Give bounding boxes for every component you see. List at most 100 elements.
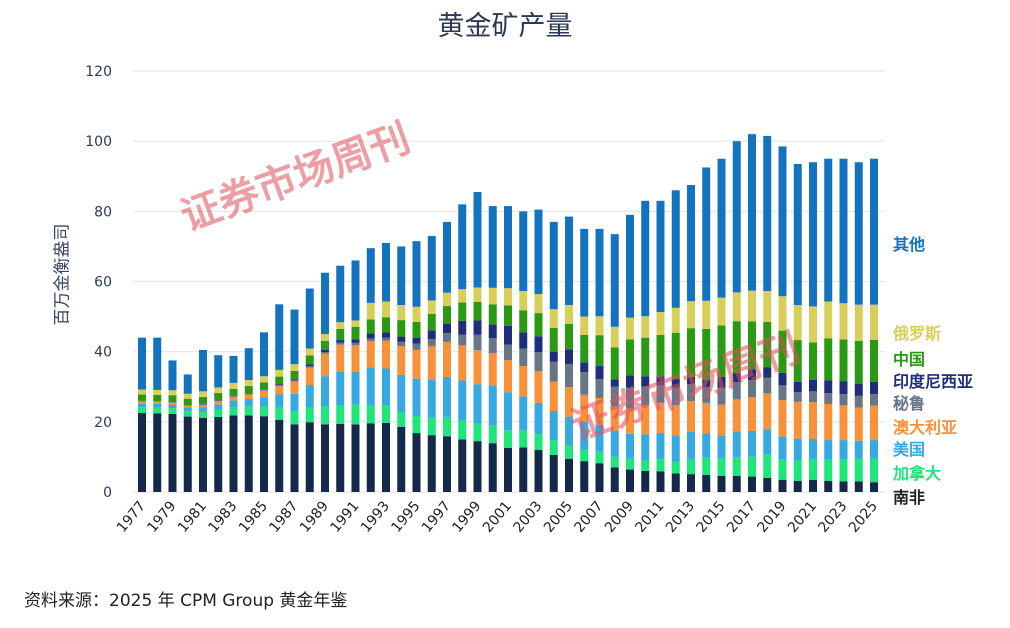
x-tick-label: 2017 — [724, 498, 759, 536]
bar-segment — [443, 306, 451, 324]
x-tick-label: 1993 — [358, 498, 393, 536]
bar-segment — [138, 401, 146, 404]
bar-segment — [244, 415, 253, 492]
bar-segment — [748, 380, 756, 398]
bar-segment — [595, 228, 604, 317]
bar-segment — [473, 320, 482, 335]
bar-segment — [321, 406, 329, 425]
bar-segment — [443, 416, 451, 437]
bar-segment — [549, 381, 558, 411]
bar-segment — [473, 301, 482, 321]
bar-segment — [458, 320, 467, 335]
bar-segment — [565, 445, 573, 459]
bar-segment — [809, 479, 817, 492]
bar-segment — [488, 353, 497, 387]
bar-segment — [793, 480, 802, 492]
bar-segment — [580, 394, 589, 422]
bar-segment — [351, 260, 360, 321]
bar-segment — [229, 400, 238, 408]
source-note: 资料来源：2025 年 CPM Group 黄金年鉴 — [24, 591, 348, 611]
bar-segment — [412, 378, 421, 416]
bar-segment — [702, 328, 711, 381]
bar-segment — [717, 387, 726, 405]
bar-segment — [229, 415, 238, 492]
legend-item: 南非 — [893, 488, 926, 507]
bar-segment — [580, 461, 589, 492]
bar-segment — [199, 396, 207, 404]
bar-segment — [854, 395, 863, 408]
bar-segment — [656, 459, 665, 472]
bar-segment — [488, 304, 497, 325]
bar-segment — [763, 135, 772, 291]
bar-segment — [610, 386, 619, 407]
bar-segment — [366, 338, 375, 342]
bar-segment — [748, 134, 756, 291]
bar-segment — [793, 340, 802, 382]
bar-segment — [687, 376, 695, 384]
bar-segment — [610, 234, 619, 327]
bar-segment — [702, 474, 711, 492]
bar-segment — [397, 426, 406, 492]
bar-segment — [168, 402, 177, 405]
bar-segment — [290, 381, 299, 394]
bar-segment — [412, 337, 421, 344]
bar-segment — [641, 434, 650, 461]
bar-segment — [504, 206, 512, 289]
bar-segment — [641, 316, 650, 338]
bar-segment — [153, 389, 162, 395]
bar-segment — [214, 387, 223, 394]
x-tick-label: 2025 — [846, 498, 881, 536]
bar-segment — [290, 393, 299, 412]
bar-segment — [839, 381, 848, 395]
bar-segment — [199, 412, 207, 418]
bar-segment — [183, 416, 192, 492]
y-tick-label: 120 — [85, 64, 112, 80]
bar-segment — [610, 406, 619, 431]
bar-segment — [397, 305, 406, 321]
bar-segment — [351, 404, 360, 425]
bar-segment — [549, 410, 558, 441]
bar-segment — [382, 317, 390, 333]
bar-segment — [183, 393, 192, 399]
bar-segment — [565, 363, 573, 388]
bar-segment — [656, 334, 665, 377]
bar-segment — [321, 353, 329, 377]
bar-segment — [488, 337, 497, 354]
bar-segment — [702, 457, 711, 475]
bar-segment — [412, 415, 421, 434]
bar-segment — [321, 340, 329, 350]
bar-segment — [473, 441, 482, 492]
bar-segment — [153, 401, 162, 404]
bar-segment — [671, 332, 680, 380]
bar-segment — [412, 241, 421, 307]
bar-segment — [168, 402, 177, 403]
x-tick-label: 2007 — [571, 498, 606, 536]
bar-segment — [671, 379, 680, 388]
bar-segment — [854, 407, 863, 441]
bar-segment — [839, 303, 848, 340]
x-tick-label: 1979 — [144, 498, 179, 536]
bar-segment — [641, 460, 650, 471]
bar-segment — [595, 424, 604, 452]
bar-segment — [595, 451, 604, 464]
bar-segment — [702, 387, 711, 403]
bar-segment — [305, 366, 314, 368]
bar-segment — [732, 457, 741, 476]
bar-segment — [199, 404, 207, 405]
bar-segment — [244, 380, 253, 387]
x-tick-label: 1983 — [205, 498, 240, 536]
bar-segment — [275, 383, 284, 385]
bar-segment — [427, 235, 436, 301]
y-tick-label: 80 — [94, 204, 112, 220]
legend-item: 印度尼西亚 — [893, 372, 974, 391]
bar-segment — [260, 376, 268, 383]
bar-segment — [504, 344, 512, 361]
bar-segment — [610, 326, 619, 348]
bar-segment — [244, 394, 253, 400]
bar-segment — [534, 449, 543, 492]
bar-segment — [595, 397, 604, 425]
bar-segment — [260, 390, 268, 398]
bar-segment — [748, 397, 756, 431]
bar-segment — [778, 372, 787, 386]
bar-segment — [656, 385, 665, 403]
